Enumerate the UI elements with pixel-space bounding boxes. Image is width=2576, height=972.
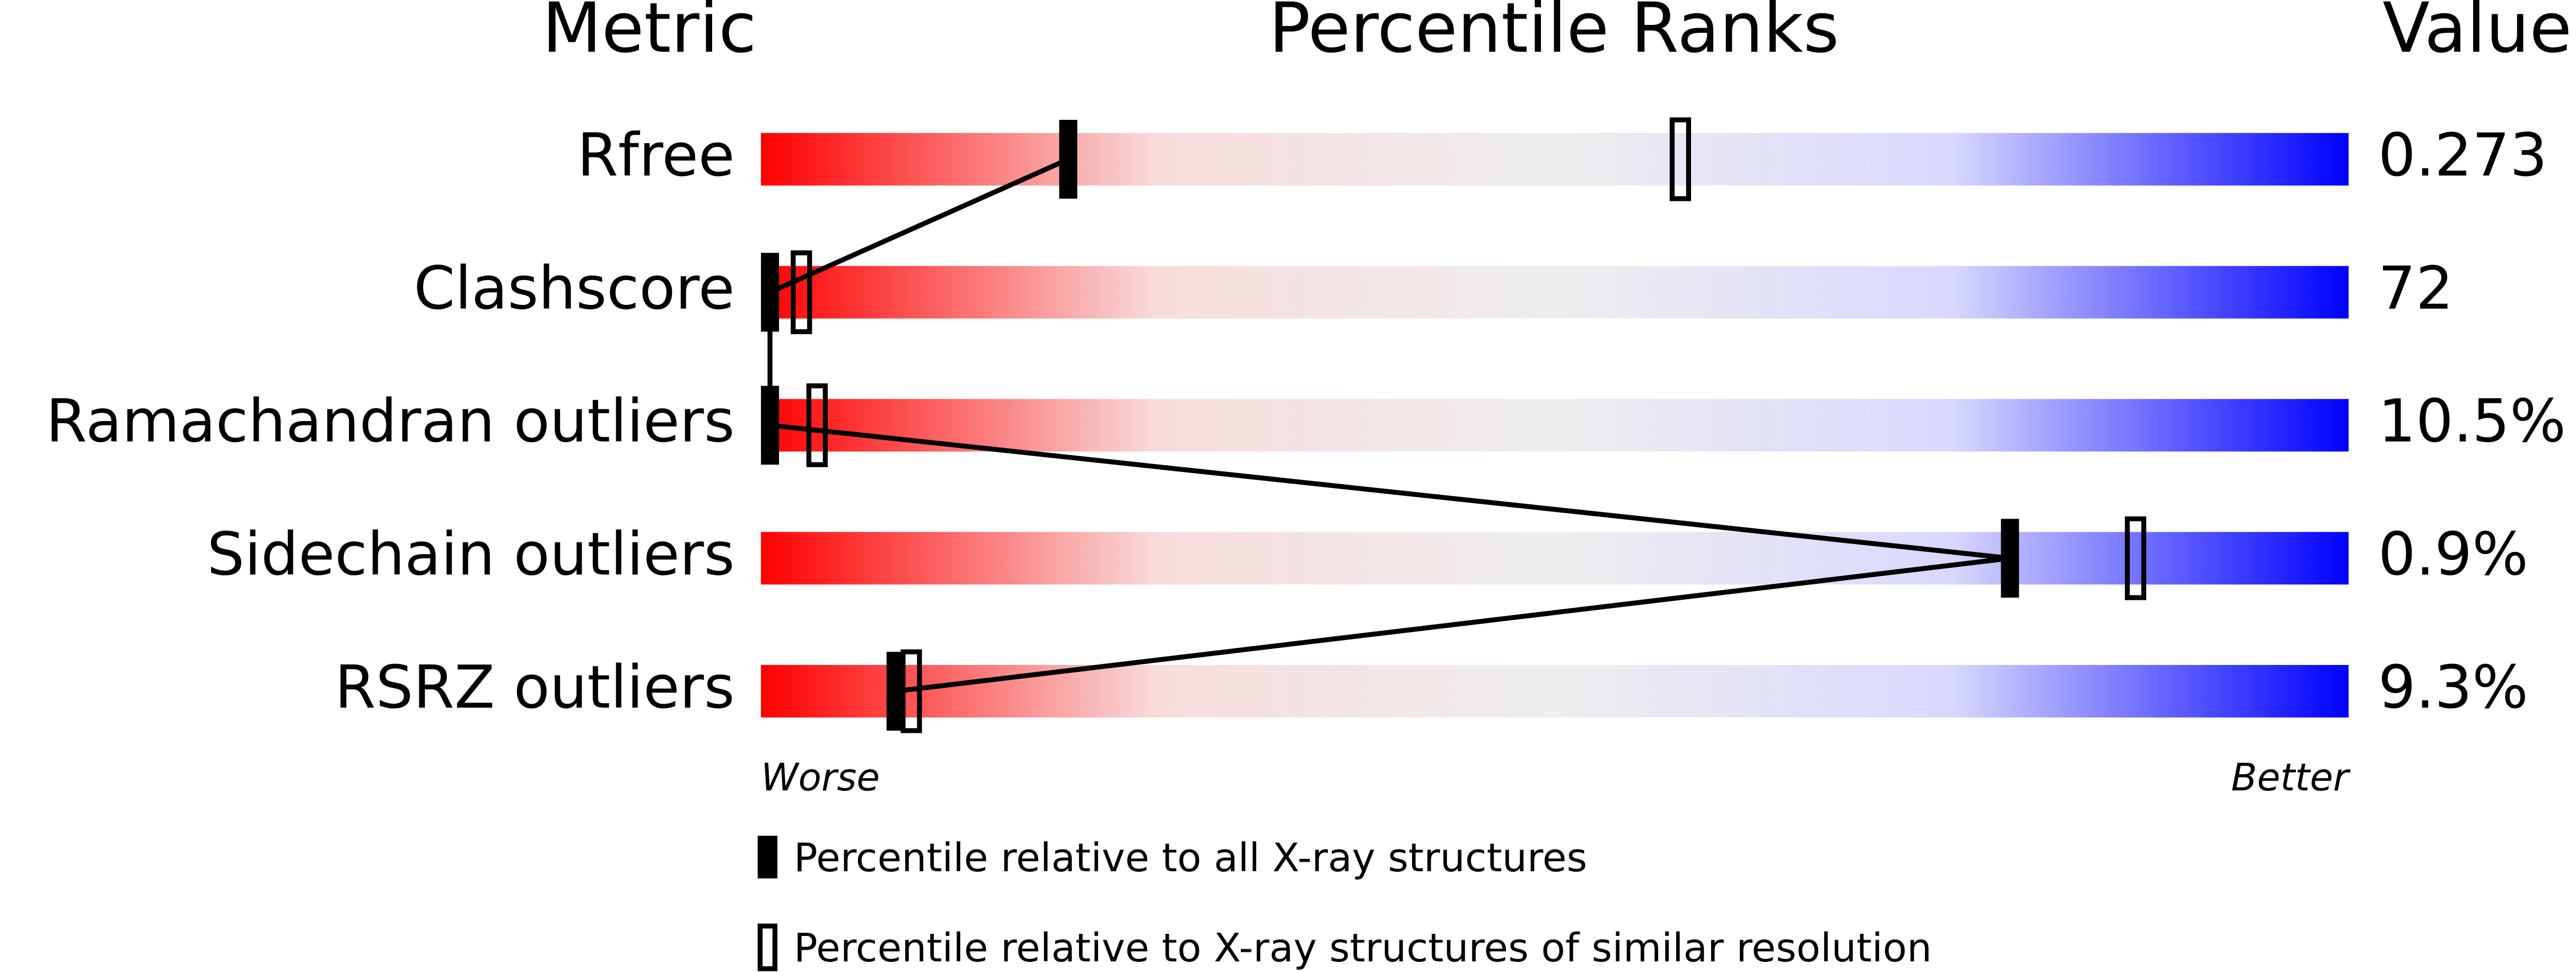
similar-marker bbox=[1669, 117, 1692, 202]
metric-label: RSRZ outliers bbox=[335, 653, 734, 722]
legend-label: Percentile relative to all X-ray structu… bbox=[794, 835, 1587, 881]
percentile-bar bbox=[761, 266, 2349, 319]
similar-marker bbox=[806, 383, 828, 467]
metric-value: 72 bbox=[2378, 255, 2454, 323]
similar-marker bbox=[791, 250, 812, 335]
percentile-bar bbox=[761, 133, 2349, 186]
value-header: Value bbox=[2382, 0, 2572, 68]
all-marker bbox=[761, 386, 779, 465]
better-label: Better bbox=[2231, 755, 2351, 799]
metric-label: Clashscore bbox=[414, 255, 734, 323]
all-marker bbox=[761, 252, 779, 332]
chart-title: Percentile Ranks bbox=[1269, 0, 1839, 68]
metric-label: Ramachandran outliers bbox=[46, 388, 735, 456]
metric-header: Metric bbox=[542, 0, 756, 68]
percentile-bar bbox=[761, 664, 2349, 718]
legend-label: Percentile relative to X-ray structures … bbox=[794, 925, 1932, 971]
metric-value: 0.273 bbox=[2378, 121, 2547, 190]
all-marker bbox=[886, 652, 905, 731]
all-marker bbox=[2001, 519, 2019, 598]
metric-value: 0.9% bbox=[2378, 520, 2528, 589]
metric-value: 9.3% bbox=[2378, 653, 2528, 722]
metric-label: Rfree bbox=[577, 121, 734, 190]
similar-marker bbox=[2125, 516, 2146, 600]
metric-label: Sidechain outliers bbox=[207, 520, 734, 589]
all-marker bbox=[1059, 120, 1077, 199]
worse-label: Worse bbox=[761, 755, 880, 799]
percentile-bar bbox=[761, 532, 2349, 585]
percentile-bar bbox=[761, 399, 2349, 452]
metric-value: 10.5% bbox=[2378, 388, 2566, 456]
legend-swatch bbox=[757, 923, 778, 971]
legend-swatch bbox=[757, 836, 778, 879]
